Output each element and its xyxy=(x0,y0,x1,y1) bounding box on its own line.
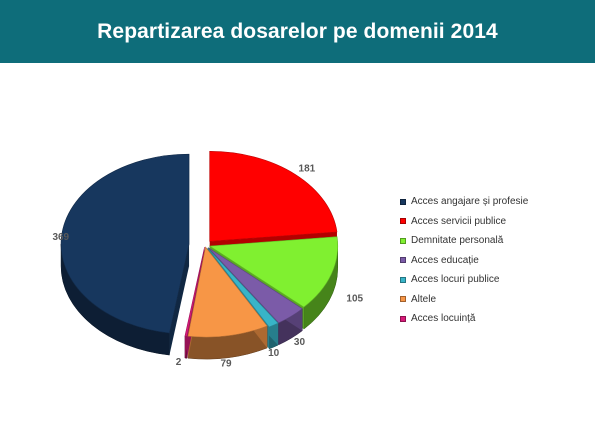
legend-item-acces-angajare-si-profesie: Acces angajare și profesie xyxy=(400,192,528,212)
pie-slices xyxy=(60,151,338,360)
legend-label: Acces servicii publice xyxy=(411,215,507,227)
legend-label: Altele xyxy=(411,293,437,305)
pie-slice-altele xyxy=(187,246,268,338)
legend-item-acces-locuri-publice: Acces locuri publice xyxy=(400,270,528,290)
data-labels: 369 181 105 30 10 79 2 xyxy=(52,163,363,369)
data-label-demnitate-personala: 105 xyxy=(346,293,363,304)
legend-label: Acces locuință xyxy=(411,313,476,325)
pie-slice-acces-locuri-publice xyxy=(207,247,279,328)
pie-chart: 369 181 105 30 10 79 2 xyxy=(52,151,364,369)
data-label-altele: 79 xyxy=(220,358,232,369)
pie-slice-acces-angajare-si-profesie xyxy=(60,153,190,334)
pie-slice-edge-acces-angajare-si-profesie xyxy=(169,244,190,356)
pie-slice-acces-educatie xyxy=(208,247,303,324)
data-label-acces-locuri-publice: 10 xyxy=(268,348,280,359)
legend-item-acces-educatie: Acces educație xyxy=(400,251,528,271)
data-label-acces-angajare-si-profesie: 369 xyxy=(52,232,69,243)
chart-title: Repartizarea dosarelor pe domenii 2014 xyxy=(97,19,498,43)
legend-item-demnitate-personala: Demnitate personală xyxy=(400,231,528,251)
data-label-acces-educatie: 30 xyxy=(294,337,306,348)
legend-swatch xyxy=(400,276,406,283)
pie-slice-demnitate-personala xyxy=(208,236,338,308)
legend-swatch xyxy=(400,257,406,264)
legend-item-acces-servicii-publice: Acces servicii publice xyxy=(400,212,528,232)
legend-swatch xyxy=(400,315,406,322)
legend-swatch xyxy=(400,198,406,205)
legend-swatch xyxy=(400,218,406,225)
title-bar: Repartizarea dosarelor pe domenii 2014 xyxy=(0,0,595,63)
legend-swatch xyxy=(400,237,406,244)
legend-label: Demnitate personală xyxy=(411,235,504,247)
legend-label: Acces angajare și profesie xyxy=(411,196,529,208)
data-label-acces-servicii-publice: 181 xyxy=(299,163,316,174)
legend-item-acces-locuinta: Acces locuință xyxy=(400,309,528,329)
legend-item-altele: Altele xyxy=(400,290,528,310)
legend-label: Acces locuri publice xyxy=(411,274,500,286)
legend-label: Acces educație xyxy=(411,254,479,266)
data-label-acces-locuinta: 2 xyxy=(176,357,182,368)
legend: Acces angajare și profesie Acces servicii… xyxy=(400,192,528,329)
pie-slice-acces-locuinta xyxy=(184,247,205,337)
legend-swatch xyxy=(400,296,406,303)
pie-slice-acces-servicii-publice xyxy=(209,151,338,242)
